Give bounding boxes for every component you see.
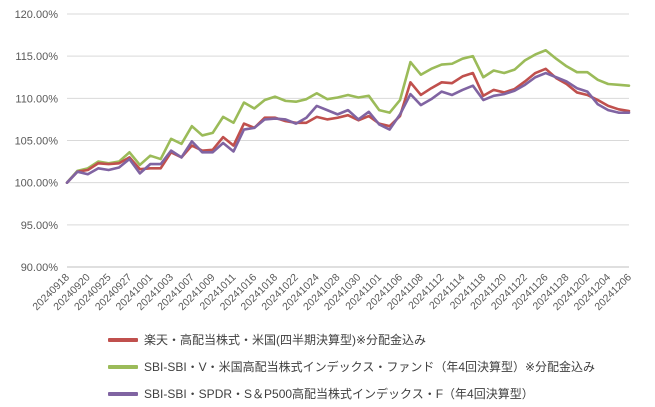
legend-label-rakuten: 楽天・高配当株式・米国(四半期決算型)※分配金込み <box>144 333 427 347</box>
legend: 楽天・高配当株式・米国(四半期決算型)※分配金込み SBI-SBI・V・米国高配… <box>108 326 648 407</box>
series-line-rakuten <box>65 67 631 184</box>
y-tick-label: 110.00% <box>15 93 58 105</box>
y-tick-label: 95.00% <box>21 220 59 232</box>
y-tick-label: 120.00% <box>15 9 59 21</box>
gridlines <box>67 13 629 226</box>
x-axis-tick-labels: 2024091820240920202409252024092720241001… <box>30 271 634 313</box>
legend-swatch-sbi-v <box>108 364 138 369</box>
y-tick-label: 105.00% <box>15 136 59 148</box>
series-line-sbi-v <box>65 48 631 184</box>
legend-label-sbi-v: SBI-SBI・V・米国高配当株式インデックス・ファンド（年4回決算型）※分配金… <box>144 360 596 374</box>
legend-swatch-rakuten <box>108 337 138 342</box>
y-tick-label: 100.00% <box>15 178 59 190</box>
legend-item-sbi-v: SBI-SBI・V・米国高配当株式インデックス・ファンド（年4回決算型）※分配金… <box>108 353 648 380</box>
y-tick-label: 90.00% <box>21 262 59 274</box>
y-tick-label: 115.00% <box>15 51 58 63</box>
legend-swatch-sbi-spdr <box>108 391 138 396</box>
y-axis-tick-labels: 90.00% 95.00% 100.00% 105.00% 110.00% 115.00%… <box>15 9 59 274</box>
series-line-sbi-spdr <box>65 71 631 184</box>
series-lines <box>65 48 631 184</box>
legend-item-rakuten: 楽天・高配当株式・米国(四半期決算型)※分配金込み <box>108 326 648 353</box>
legend-item-sbi-spdr: SBI-SBI・SPDR・S＆P500高配当株式インデックス・F（年4回決算型） <box>108 380 648 407</box>
legend-label-sbi-spdr: SBI-SBI・SPDR・S＆P500高配当株式インデックス・F（年4回決算型） <box>144 387 534 401</box>
